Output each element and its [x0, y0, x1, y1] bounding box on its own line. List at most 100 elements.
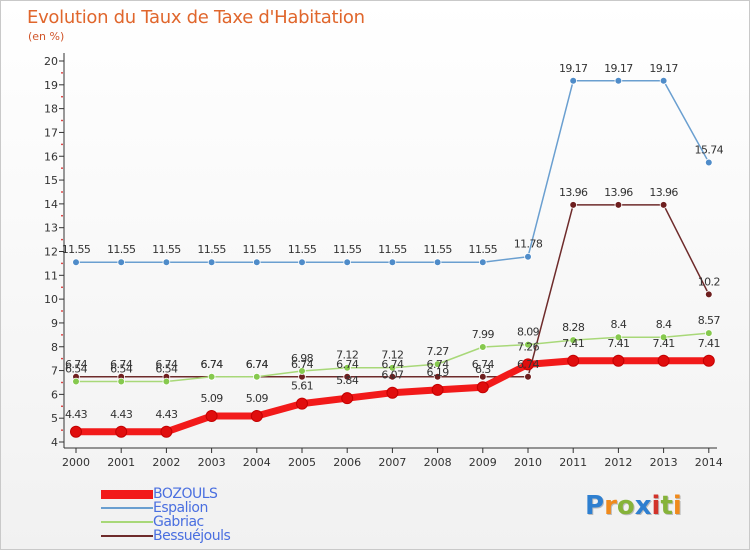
data-label-bozouls: 4.43 [110, 408, 133, 421]
y-minor-dot [61, 405, 63, 408]
data-label-gabriac: 7.12 [381, 349, 403, 362]
data-label-bozouls: 7.41 [562, 337, 584, 350]
data-point-bozouls [296, 397, 308, 410]
data-point-bozouls [702, 354, 715, 367]
data-point-bessuejouls [478, 372, 487, 381]
data-point-gabriac [524, 340, 532, 349]
data-label-bessuejouls: 6.74 [336, 358, 359, 371]
y-minor-dot [61, 95, 63, 98]
data-label-gabriac: 8.4 [656, 318, 672, 331]
y-tick-label: 10 [44, 293, 58, 306]
data-point-gabriac [704, 329, 713, 337]
y-minor-dot [61, 310, 63, 312]
data-label-gabriac: 7.12 [336, 349, 358, 362]
chart-subtitle: (en %) [28, 30, 65, 43]
data-label-gabriac: 8.4 [611, 318, 627, 331]
data-point-gabriac [478, 343, 487, 351]
data-point-espalion [478, 258, 487, 267]
data-point-espalion [162, 258, 171, 267]
data-point-gabriac [253, 372, 261, 381]
data-label-bozouls: 6.07 [381, 369, 404, 382]
data-point-gabriac [659, 333, 668, 342]
data-label-espalion: 11.55 [197, 243, 226, 256]
legend-label: Espalion [153, 500, 208, 516]
data-label-gabriac: 8.28 [562, 321, 585, 334]
data-point-gabriac [298, 367, 306, 375]
legend-item-bessuejouls: Bessuéjouls [101, 528, 231, 544]
legend-item-espalion: Espalion [101, 500, 208, 516]
data-point-bessuejouls [704, 290, 713, 299]
data-label-gabriac: 7.27 [427, 345, 450, 358]
data-point-gabriac [117, 377, 125, 386]
data-label-espalion: 11.55 [62, 243, 91, 256]
legend-swatch [101, 489, 153, 499]
data-label-gabriac: 6.98 [291, 352, 314, 365]
data-label-bozouls: 5.61 [291, 380, 313, 393]
x-tick-label: 2012 [604, 456, 632, 469]
data-point-bozouls [250, 410, 263, 423]
data-label-espalion: 11.55 [152, 243, 181, 256]
y-tick-label: 11 [44, 269, 58, 282]
data-label-bozouls: 4.43 [155, 408, 178, 421]
data-label-gabriac: 6.74 [201, 358, 224, 371]
y-minor-dot [61, 238, 63, 241]
data-point-gabriac [343, 363, 352, 372]
y-minor-dot [61, 357, 63, 360]
data-label-bozouls: 6.19 [427, 366, 450, 379]
chart-title: Evolution du Taux de Taxe d'Habitation [27, 7, 365, 28]
x-tick-label: 2014 [695, 456, 723, 469]
data-label-espalion: 11.55 [469, 243, 498, 256]
data-point-bozouls [341, 392, 354, 405]
data-label-bozouls: 5.84 [336, 374, 359, 387]
data-label-gabriac: 7.99 [472, 328, 495, 341]
legend-item-bozouls: BOZOULS [101, 486, 218, 502]
data-label-bessuejouls: 13.96 [604, 186, 633, 199]
data-label-espalion: 11.55 [333, 243, 362, 256]
y-minor-dot [61, 262, 63, 265]
y-minor-dot [61, 72, 63, 74]
data-label-espalion: 11.55 [378, 243, 407, 256]
x-tick-label: 2000 [62, 456, 90, 469]
data-point-espalion [253, 258, 261, 267]
y-tick-label: 9 [51, 317, 58, 330]
data-label-gabriac: 8.57 [698, 314, 721, 327]
data-label-bessuejouls: 6.74 [427, 358, 450, 371]
data-point-espalion [298, 258, 306, 267]
data-point-gabriac [72, 377, 80, 386]
data-point-espalion [343, 258, 352, 267]
data-point-bessuejouls [659, 201, 668, 209]
legend-label: Gabriac [153, 514, 204, 530]
y-tick-label: 8 [51, 341, 58, 354]
data-label-bessuejouls: 6.74 [517, 358, 540, 371]
data-point-gabriac [162, 377, 171, 386]
data-label-bessuejouls: 6.74 [291, 358, 314, 371]
data-label-bessuejouls: 6.74 [65, 358, 88, 371]
data-label-bessuejouls: 6.74 [381, 358, 404, 371]
y-tick-label: 7 [51, 365, 58, 378]
data-label-bozouls: 7.41 [698, 337, 720, 350]
y-tick-label: 14 [44, 198, 58, 211]
data-point-espalion [704, 158, 713, 167]
data-label-bessuejouls: 6.74 [246, 358, 269, 371]
data-label-gabriac: 6.54 [65, 363, 88, 376]
data-point-bozouls [612, 354, 625, 367]
data-point-bozouls [476, 381, 489, 394]
data-point-bessuejouls [524, 372, 532, 381]
y-tick-label: 20 [44, 55, 58, 68]
series-line-espalion [75, 80, 710, 263]
data-label-espalion: 19.17 [559, 62, 588, 75]
x-tick-label: 2004 [243, 456, 271, 469]
data-point-gabriac [569, 336, 577, 344]
data-point-espalion [614, 76, 623, 85]
y-minor-dot [61, 167, 63, 170]
data-point-gabriac [614, 333, 623, 342]
x-tick-label: 2001 [107, 456, 135, 469]
legend-item-gabriac: Gabriac [101, 514, 204, 530]
data-label-bessuejouls: 13.96 [649, 186, 678, 199]
y-tick-label: 19 [44, 79, 58, 92]
data-point-gabriac [388, 363, 397, 372]
y-tick-label: 17 [44, 126, 58, 139]
data-label-gabriac: 8.09 [517, 326, 540, 339]
data-point-bozouls [522, 358, 534, 371]
